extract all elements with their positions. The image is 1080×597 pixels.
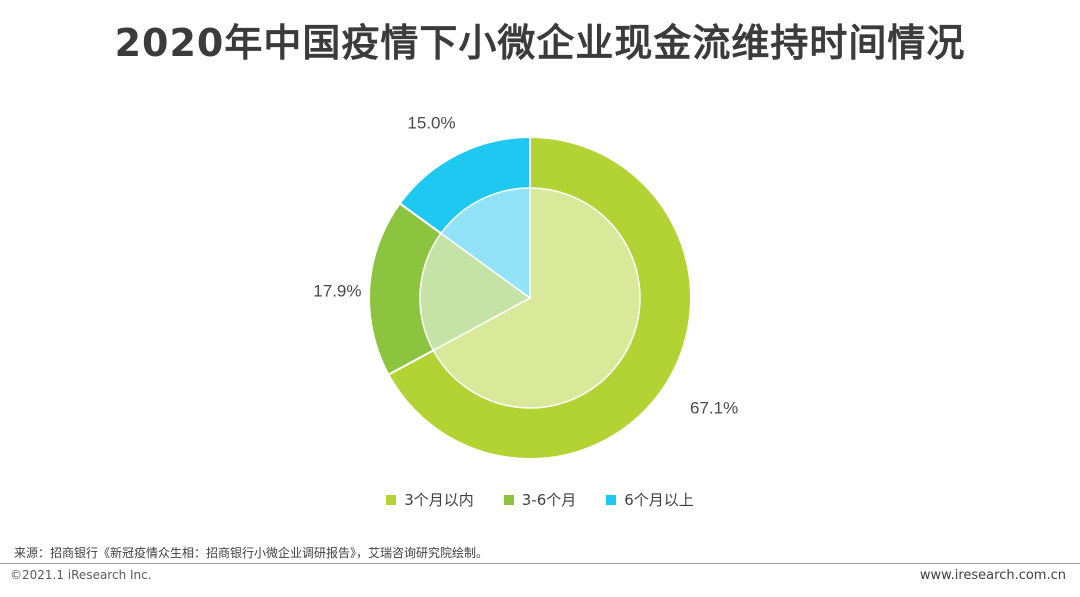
legend-label: 6个月以上 bbox=[624, 491, 694, 509]
slice-inner-3 bbox=[439, 187, 531, 300]
slice-inner-1 bbox=[432, 187, 641, 409]
value-label-2: 17.9% bbox=[313, 281, 361, 300]
slice-inner-2 bbox=[419, 232, 532, 352]
inner-pie bbox=[419, 187, 641, 409]
copyright: ©2021.1 iResearch Inc. bbox=[10, 568, 152, 582]
value-labels: 67.1% 17.9% 15.0% bbox=[313, 114, 738, 418]
legend-swatch bbox=[386, 494, 397, 505]
source-note: 来源：招商银行《新冠疫情众生相：招商银行小微企业调研报告》，艾瑞咨询研究院绘制。 bbox=[14, 546, 489, 560]
website-link[interactable]: www.iresearch.com.cn bbox=[919, 568, 1066, 583]
legend: 3个月以内 3-6个月 6个月以上 bbox=[0, 489, 1080, 510]
legend-item-3: 6个月以上 bbox=[606, 489, 694, 510]
legend-item-1: 3个月以内 bbox=[386, 489, 474, 510]
legend-swatch bbox=[606, 494, 617, 505]
chart-title: 2020年中国疫情下小微企业现金流维持时间情况 bbox=[114, 21, 966, 65]
legend-swatch bbox=[503, 494, 514, 505]
legend-label: 3个月以内 bbox=[404, 491, 474, 509]
value-label-1: 67.1% bbox=[690, 398, 738, 417]
value-label-3: 15.0% bbox=[407, 114, 455, 133]
footer-divider bbox=[0, 563, 1080, 564]
legend-item-2: 3-6个月 bbox=[503, 489, 577, 510]
legend-label: 3-6个月 bbox=[521, 491, 577, 509]
